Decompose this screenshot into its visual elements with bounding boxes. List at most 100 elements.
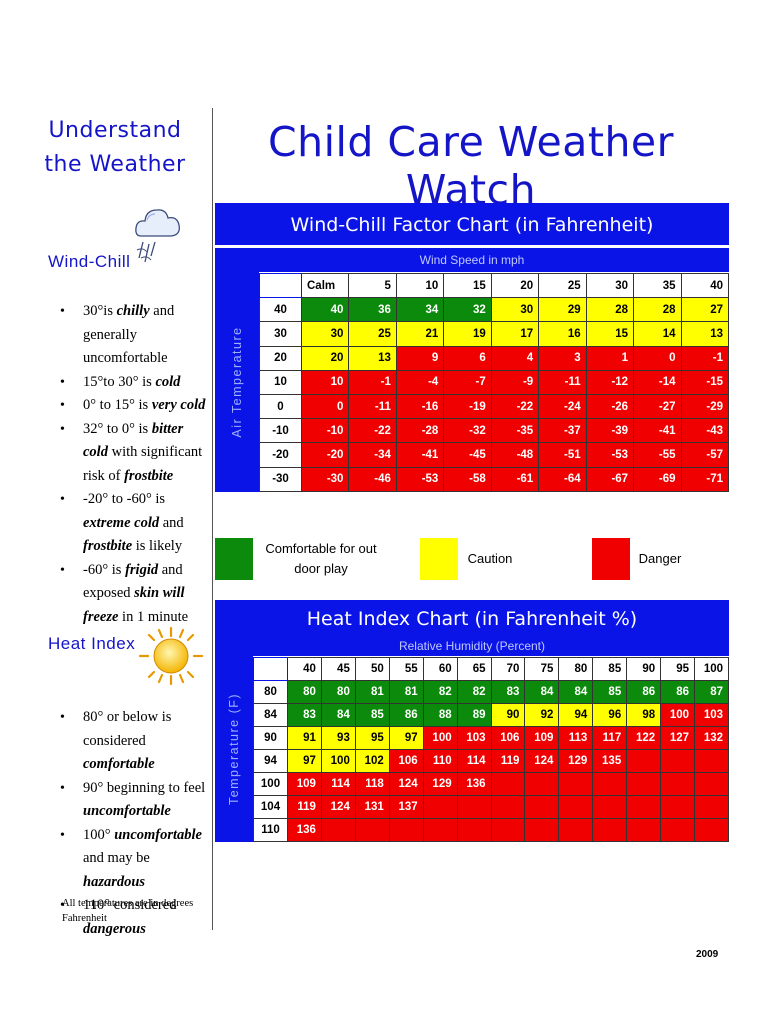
- wind-chill-cell: -58: [443, 466, 492, 492]
- heat-index-cell: [660, 749, 696, 773]
- wind-chill-cell: -41: [395, 442, 445, 468]
- wind-chill-cell: -16: [395, 393, 445, 420]
- wind-chill-cell: 30: [300, 321, 350, 347]
- heat-index-cell: 122: [626, 726, 662, 750]
- wind-chill-chart-title: Wind-Chill Factor Chart (in Fahrenheit): [215, 203, 729, 245]
- wind-chill-cell: -11: [538, 369, 587, 395]
- wind-chill-cell: 40: [300, 297, 350, 323]
- wind-chill-cell: 10: [300, 369, 350, 395]
- wind-chill-cell: 6: [443, 345, 492, 371]
- heat-index-cell: 82: [422, 680, 458, 704]
- heat-index-row: 80 80 80 81 81 82 82 83 84 84 85 86 86 87: [253, 680, 729, 704]
- wind-chill-row: -30 -30 -46 -53 -58 -61 -64 -67 -69 -71: [259, 466, 729, 492]
- wind-chill-bullet: 0° to 15° is very cold: [58, 394, 210, 418]
- heat-index-column-header: 50: [354, 657, 390, 681]
- wind-chill-cell: -71: [680, 466, 729, 492]
- heat-index-cell: 136: [456, 772, 492, 796]
- heat-index-cell: 118: [354, 772, 390, 796]
- wind-chill-cell: -22: [490, 393, 540, 420]
- heat-index-cell: [660, 818, 696, 842]
- wind-chill-cell: -35: [490, 418, 540, 444]
- heat-index-cell: [456, 795, 492, 819]
- wind-chill-cell: 19: [443, 321, 492, 347]
- temperature-f-label-text: Temperature (F): [227, 692, 241, 806]
- heat-index-row-header: 104: [253, 795, 288, 819]
- wind-chill-cell: -53: [395, 466, 445, 492]
- heat-index-cell: [626, 818, 662, 842]
- bullet-text: with significant risk of: [83, 444, 203, 484]
- emphasis-text: very cold: [151, 397, 206, 413]
- heat-index-column-header: 65: [456, 657, 492, 681]
- heat-index-cell: 100: [660, 703, 696, 727]
- wind-chill-cell: 20: [300, 345, 350, 371]
- wind-chill-cell: -69: [633, 466, 682, 492]
- bullet-text: 32° to 0° is: [83, 420, 152, 437]
- emphasis-text: uncomfortable: [114, 826, 202, 843]
- wind-chill-cell: 3: [538, 345, 587, 371]
- bullet-text: 30°is: [83, 303, 117, 319]
- heat-index-cell: 132: [694, 726, 729, 750]
- wind-chill-cell: -28: [395, 418, 445, 444]
- bullet-text: in 1 minute: [118, 608, 189, 625]
- wind-chill-cell: -43: [680, 418, 729, 444]
- wind-chill-corner: [259, 272, 302, 299]
- heat-index-cell: 124: [524, 749, 560, 773]
- heat-index-cell: [490, 818, 526, 842]
- wind-chill-cell: -12: [585, 369, 635, 395]
- heat-index-cell: [388, 818, 424, 842]
- heat-index-cell: 82: [456, 680, 492, 704]
- wind-chill-cell: -37: [538, 418, 587, 444]
- heat-index-cell: 80: [287, 680, 322, 704]
- emphasis-text: cold: [155, 373, 181, 390]
- heat-index-bullet: 110° considered dangerous: [58, 894, 210, 941]
- heat-index-column-header: 100: [694, 657, 729, 681]
- heat-index-bullet: 100° uncomfortable and may be hazardous: [58, 824, 210, 895]
- heat-index-cell: 81: [354, 680, 390, 704]
- bullet-text: is likely: [132, 538, 183, 554]
- heat-index-cell: [524, 795, 560, 819]
- heat-index-row-header: 90: [253, 726, 288, 750]
- wind-chill-cell: 28: [633, 297, 682, 323]
- wind-chill-cell: 0: [300, 393, 350, 420]
- heat-index-cell: 86: [388, 703, 424, 727]
- wind-chill-row: 30 30 25 21 19 17 16 15 14 13: [259, 321, 729, 347]
- heat-index-cell: 92: [524, 703, 560, 727]
- emphasis-text: hazardous: [83, 873, 146, 890]
- heat-index-subtitle: Relative Humidity (Percent): [215, 636, 729, 656]
- heat-index-column-header: 45: [320, 657, 356, 681]
- heat-index-cell: 84: [320, 703, 356, 727]
- wind-chill-row-header: 40: [259, 297, 302, 323]
- heat-index-row: 100 109 114 118 124 129 136: [253, 772, 729, 796]
- wind-chill-row: 20 20 13 9 6 4 3 1 0 -1: [259, 345, 729, 371]
- heat-index-cell: 88: [422, 703, 458, 727]
- heat-index-corner: [253, 657, 288, 681]
- heat-index-cell: 135: [592, 749, 628, 773]
- wind-chill-column-header: 15: [443, 272, 492, 299]
- wind-chill-cell: 16: [538, 321, 587, 347]
- heat-index-cell: 84: [524, 680, 560, 704]
- wind-chill-cell: 36: [348, 297, 397, 323]
- wind-chill-cell: -1: [348, 369, 397, 395]
- heat-index-cell: 113: [558, 726, 594, 750]
- wind-chill-column-header: 5: [348, 272, 397, 299]
- wind-chill-cell: -41: [633, 418, 682, 444]
- wind-chill-cell: -10: [300, 418, 350, 444]
- heat-index-heading: Heat Index: [48, 634, 136, 653]
- bullet-text: 80° or below is considered: [83, 709, 172, 749]
- bullet-text: and generally uncomfortable: [83, 303, 175, 366]
- heat-index-cell: [626, 795, 662, 819]
- emphasis-text: dangerous: [83, 920, 146, 937]
- temperature-note: All temperatures are in degrees Fahrenhe…: [62, 898, 194, 924]
- heat-index-chart-title: Heat Index Chart (in Fahrenheit %): [215, 600, 729, 636]
- page-title: Child Care Weather Watch: [267, 118, 675, 214]
- sidebar-heading: Understand the Weather: [44, 118, 186, 177]
- heat-index-cell: 84: [558, 680, 594, 704]
- wind-chill-cell: -48: [490, 442, 540, 468]
- heat-index-column-header: 55: [388, 657, 424, 681]
- bullet-text: 100°: [83, 826, 115, 843]
- wind-chill-cell: -20: [300, 442, 350, 468]
- legend-danger-label: Danger: [638, 551, 682, 566]
- wind-chill-column-header: 10: [395, 272, 445, 299]
- heat-index-column-header: 40: [287, 657, 322, 681]
- wind-chill-cell: -57: [680, 442, 729, 468]
